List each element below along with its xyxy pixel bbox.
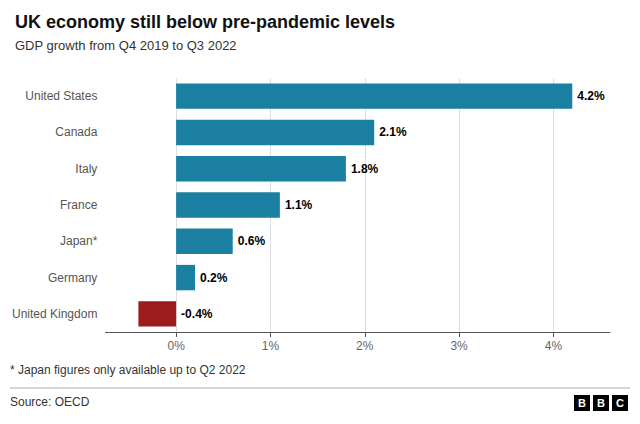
svg-text:1%: 1% bbox=[262, 339, 280, 353]
svg-text:Source: OECD: Source: OECD bbox=[10, 395, 90, 409]
svg-text:* Japan figures only available: * Japan figures only available up to Q2 … bbox=[10, 363, 246, 377]
svg-text:B: B bbox=[578, 397, 586, 409]
svg-text:France: France bbox=[60, 198, 98, 212]
svg-text:0%: 0% bbox=[167, 339, 185, 353]
svg-text:Canada: Canada bbox=[55, 125, 97, 139]
svg-text:2%: 2% bbox=[356, 339, 374, 353]
svg-text:1.8%: 1.8% bbox=[351, 162, 379, 176]
svg-text:4%: 4% bbox=[545, 339, 563, 353]
svg-text:GDP growth from Q4 2019 to Q3: GDP growth from Q4 2019 to Q3 2022 bbox=[15, 38, 237, 53]
svg-text:4.2%: 4.2% bbox=[577, 89, 605, 103]
svg-text:2.1%: 2.1% bbox=[379, 125, 407, 139]
svg-text:1.1%: 1.1% bbox=[285, 198, 313, 212]
svg-text:United States: United States bbox=[25, 89, 97, 103]
svg-text:C: C bbox=[616, 397, 624, 409]
svg-text:United Kingdom: United Kingdom bbox=[12, 307, 97, 321]
svg-text:0.2%: 0.2% bbox=[200, 271, 228, 285]
svg-text:Germany: Germany bbox=[48, 271, 97, 285]
svg-text:B: B bbox=[597, 397, 605, 409]
svg-text:UK economy still below pre-pan: UK economy still below pre-pandemic leve… bbox=[15, 12, 395, 32]
svg-text:Japan*: Japan* bbox=[60, 234, 98, 248]
svg-text:3%: 3% bbox=[450, 339, 468, 353]
svg-text:0.6%: 0.6% bbox=[238, 234, 266, 248]
svg-text:-0.4%: -0.4% bbox=[181, 307, 213, 321]
svg-text:Italy: Italy bbox=[75, 162, 97, 176]
